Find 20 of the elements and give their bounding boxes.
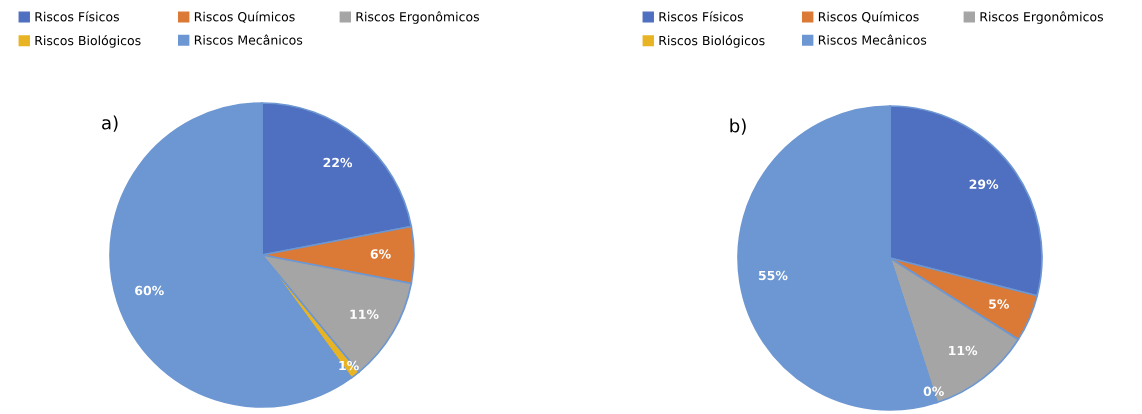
legend-label: Riscos Químicos xyxy=(818,11,919,23)
data-label: 5% xyxy=(989,299,1009,309)
data-label: 60% xyxy=(135,285,164,296)
legend-label: Riscos Biológicos xyxy=(35,35,141,48)
legend-label: Riscos Ergonômicos xyxy=(980,11,1104,24)
data-label: 55% xyxy=(758,270,788,281)
data-label: 6% xyxy=(370,249,391,259)
data-label: 11% xyxy=(350,309,379,319)
legend-label: Riscos Físicos xyxy=(35,11,119,22)
legend-label: Riscos Mecânicos xyxy=(194,34,303,45)
legend-label: Riscos Ergonômicos xyxy=(356,11,480,24)
text: a) xyxy=(102,115,118,132)
legend-label: Riscos Mecânicos xyxy=(818,34,927,45)
legend-label: Riscos Químicos xyxy=(194,11,295,23)
text: b) xyxy=(730,118,746,135)
data-label: 11% xyxy=(949,345,978,356)
data-label: 29% xyxy=(969,179,999,189)
data-label: 22% xyxy=(323,157,353,168)
legend-label: Riscos Biológicos xyxy=(659,35,765,48)
legend-label: Riscos Físicos xyxy=(659,11,743,22)
